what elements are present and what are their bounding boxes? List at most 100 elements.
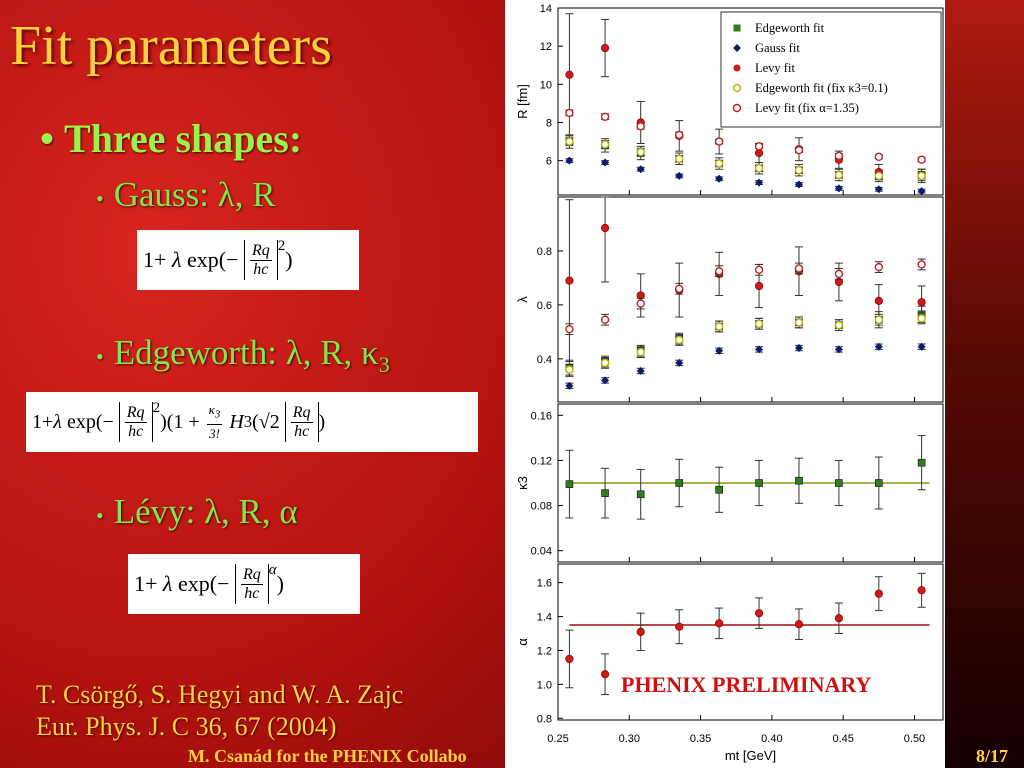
y-tick-label: 1.6 [537,578,552,590]
data-point [565,137,574,146]
bullet-edgeworth-subscript: 3 [378,352,390,377]
data-point [636,165,645,174]
data-point [714,137,724,146]
data-point [636,490,645,499]
legend-marker [732,103,742,113]
data-point [834,269,844,279]
bullet-three-shapes: • Three shapes: [40,115,302,162]
data-point [636,147,645,157]
legend-label: Levy fit [755,61,795,75]
data-point [794,145,804,155]
data-point [834,614,844,623]
decorative-right-band [940,0,1024,768]
y-axis-label: α [515,638,530,646]
y-tick-label: 0.6 [537,300,552,312]
data-point [834,345,843,354]
x-tick-label: 0.25 [547,733,568,745]
y-tick-label: 6 [546,156,552,168]
y-tick-label: 14 [540,3,552,15]
data-point [675,358,684,367]
data-point [565,381,574,390]
data-point [917,155,926,164]
y-axis-label: κ3 [515,476,530,490]
series-1 [565,342,926,390]
legend-marker [733,24,741,32]
data-point [715,174,724,183]
plot-frame [557,196,944,403]
data-point [834,170,844,180]
data-point [834,320,844,330]
data-point [754,609,764,618]
bullet-dot-icon: • [96,186,104,211]
levy-formula: 1+ λ exp(− Rq hc α) [128,554,360,614]
legend-marker [732,83,742,93]
y-tick-label: 0.8 [537,246,552,258]
y-axis-label: R [fm] [515,84,530,119]
x-tick-label: 0.45 [832,733,853,745]
y-tick-label: 0.16 [531,410,552,422]
data-point [794,620,804,629]
data-point [917,187,926,196]
x-tick-label: 0.30 [619,733,640,745]
data-point [565,654,574,664]
plot-frame [557,403,944,563]
y-axis-label: λ [515,296,530,303]
data-point [565,276,574,285]
data-point [600,112,610,121]
bullet-gauss-text: Gauss: λ, R [113,175,276,214]
legend-label: Edgeworth fit (fix κ3=0.1) [755,81,888,95]
data-point [600,223,610,233]
gauss-formula: 1+ λ exp(− Rq hc 2) [137,230,359,290]
data-point [565,324,574,334]
chart-panel-2: 0.04 0.08 0.12 0.16 κ3 [515,403,944,563]
data-point [636,366,645,375]
bullet-edgeworth-text: Edgeworth: λ, R, κ [113,333,379,372]
reference-journal: Eur. Phys. J. C 36, 67 (2004) [36,712,337,741]
data-point [794,318,804,327]
bullet-three-shapes-text: Three shapes: [64,116,303,161]
data-point [565,70,574,79]
data-point [565,108,574,118]
data-point [834,184,843,193]
chart-panel-1: 0.4 0.6 0.8 λ [515,196,944,403]
x-tick-label: 0.40 [761,733,782,745]
data-point [675,284,684,293]
data-point [755,178,764,187]
formula-prefix: 1+ [32,410,54,433]
data-point [600,140,610,149]
chart-panel: 6 8 10 12 14 R [fm] 0.4 0.6 0.8 λ 0.04 0.08 0.12 0.16… [505,0,945,768]
data-point [636,347,645,357]
data-point [917,458,926,467]
y-tick-label: 12 [540,41,552,53]
legend: Edgeworth fit Gauss fit Levy fit Edgeworth … [720,11,942,128]
data-point [636,122,645,131]
series-0 [565,572,926,696]
data-point [875,479,883,487]
data-point [794,344,803,353]
plot-frame [557,7,944,196]
slide-title: Fit parameters [10,15,332,77]
series-0 [565,305,926,377]
series-1 [565,156,926,196]
y-tick-label: 1.2 [537,645,552,657]
data-point [874,152,884,162]
data-point [917,171,926,181]
data-point [636,299,645,308]
data-point [565,365,574,374]
data-point [600,315,610,324]
y-tick-label: 0.8 [537,713,552,725]
data-point [917,314,926,323]
data-point [795,476,803,485]
data-point [874,262,884,272]
formula-prefix: 1+ [143,247,167,272]
data-point [754,142,764,151]
data-point [675,171,684,180]
data-point [917,260,926,269]
series-3 [565,312,926,376]
data-point [714,322,724,331]
data-point [600,43,610,53]
y-tick-label: 0.4 [537,354,552,366]
y-tick-label: 0.04 [531,546,552,558]
chart-panel-0: 6 8 10 12 14 R [fm] [515,3,944,196]
